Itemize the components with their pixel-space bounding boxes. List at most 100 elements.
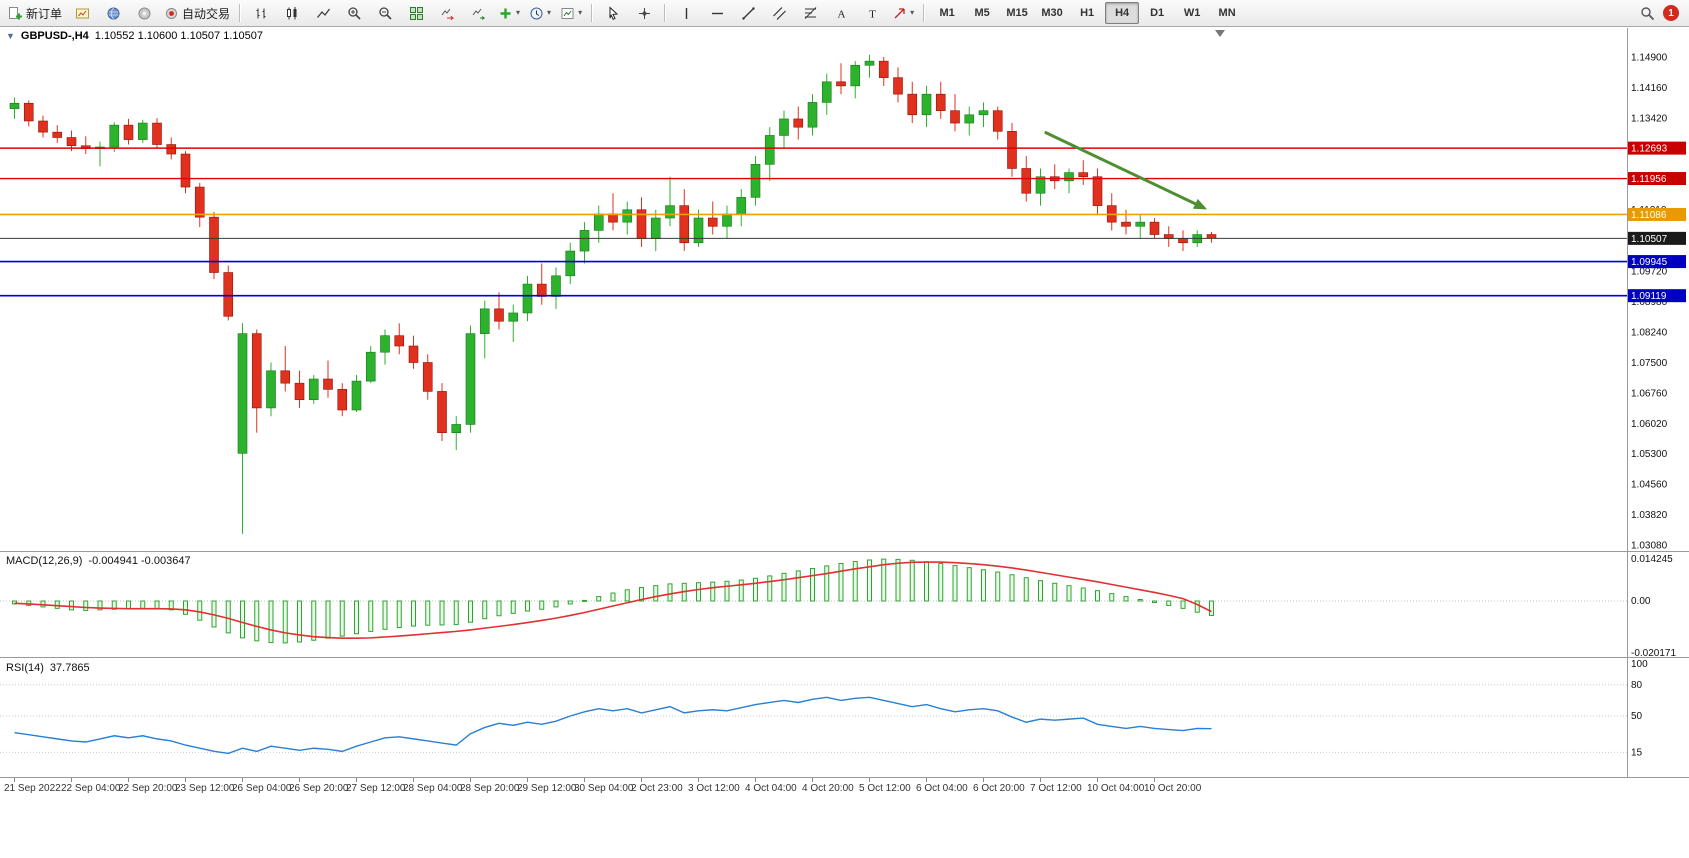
candle-body — [964, 114, 975, 124]
candle-body — [693, 217, 704, 244]
macd-bar — [168, 600, 174, 611]
macd-bar — [781, 572, 787, 602]
cursor-button[interactable] — [598, 1, 628, 25]
terminal-button[interactable] — [129, 1, 159, 25]
auto-scroll-button[interactable] — [432, 1, 462, 25]
timeframe-d1[interactable]: D1 — [1150, 7, 1165, 19]
price-badge-label: 1.12693 — [1631, 144, 1668, 155]
vertical-line-button[interactable] — [671, 1, 701, 25]
price-axis-label: 1.11950 — [1631, 174, 1667, 185]
candle-body — [508, 312, 519, 322]
price-badge: 1.09945 — [1628, 255, 1686, 269]
candlestick-chart-button[interactable] — [277, 1, 307, 25]
fibonacci-button[interactable] — [795, 1, 825, 25]
chart-shift-marker[interactable] — [1215, 30, 1225, 37]
autotrade-label: 自动交易 — [182, 6, 231, 21]
equidistant-channel-button[interactable] — [764, 1, 794, 25]
autotrade-button[interactable]: 自动交易 — [160, 1, 234, 25]
time-axis-label: 4 Oct 04:00 — [745, 783, 797, 794]
indicators-button[interactable]: ▾ — [494, 1, 524, 25]
bar-chart-button[interactable] — [246, 1, 276, 25]
macd-bar — [83, 600, 89, 611]
navigator-icon — [106, 6, 121, 21]
zoom-out-button[interactable] — [370, 1, 400, 25]
macd-bar — [1023, 577, 1029, 602]
price-axis-label: 1.06760 — [1631, 389, 1668, 400]
time-axis-label: 23 Sep 12:00 — [175, 783, 235, 794]
templates-button[interactable]: ▾ — [556, 1, 586, 25]
candle-body — [337, 389, 348, 411]
new-order-button[interactable]: 新订单 — [4, 1, 66, 25]
candle-body — [1178, 238, 1188, 244]
macd-bar — [1095, 590, 1100, 602]
line-chart-button[interactable] — [308, 1, 338, 25]
line-chart-icon — [316, 8, 330, 18]
timeframe-m1[interactable]: M1 — [939, 7, 955, 19]
candle-body — [280, 370, 291, 384]
tile-windows-button[interactable] — [401, 1, 431, 25]
candle-body — [1135, 221, 1146, 227]
crosshair-button[interactable] — [629, 1, 659, 25]
time-axis-label: 22 Sep 20:00 — [118, 783, 178, 794]
macd-signal-line — [14, 561, 1212, 639]
navigator-button[interactable] — [98, 1, 128, 25]
macd-bar — [1009, 574, 1015, 602]
macd-bar — [610, 592, 616, 602]
crosshair-icon — [638, 7, 650, 19]
price-axis[interactable]: 1.14900 1.14160 1.13420 1.12690 1.11950 1.112… — [1631, 53, 1668, 552]
horizontal-line-button[interactable] — [702, 1, 732, 25]
candle-body — [80, 145, 91, 149]
macd-bar — [924, 561, 929, 602]
timeframe-m15[interactable]: M15 — [1006, 7, 1028, 19]
one-click-trading-toggle[interactable]: ▼ — [6, 31, 15, 41]
macd-bar — [97, 600, 103, 611]
trendline-icon — [741, 6, 755, 20]
price-badge-label: 1.11086 — [1631, 210, 1667, 221]
market-watch-button[interactable] — [67, 1, 97, 25]
search-icon[interactable] — [1640, 6, 1655, 21]
candle-body — [1035, 176, 1046, 194]
macd-bar — [881, 558, 887, 602]
candle-body — [907, 93, 918, 116]
candle-body — [864, 60, 875, 66]
timeframe-mn[interactable]: MN — [1218, 7, 1236, 19]
macd-bar — [767, 575, 773, 602]
macd-title: MACD(12,26,9) — [6, 555, 83, 567]
price-badge: 1.11956 — [1628, 172, 1686, 186]
text-button[interactable]: A — [826, 1, 856, 25]
macd-bar — [724, 580, 730, 602]
chart-shift-button[interactable] — [463, 1, 493, 25]
time-axis-label: 29 Sep 12:00 — [517, 783, 577, 794]
timeframe-m5[interactable]: M5 — [974, 7, 990, 19]
bar-chart-icon — [256, 8, 266, 18]
macd-bar — [225, 600, 231, 634]
candle-body — [365, 351, 376, 382]
candle-body — [23, 102, 34, 122]
trendline-button[interactable] — [733, 1, 763, 25]
periods-button[interactable]: ▾ — [525, 1, 555, 25]
macd-header: MACD(12,26,9) -0.004941 -0.003647 — [6, 555, 191, 567]
macd-bar — [126, 600, 131, 610]
macd-bar — [54, 600, 60, 609]
candle-body — [152, 122, 162, 145]
zoom-in-button[interactable] — [339, 1, 369, 25]
timeframe-h1[interactable]: H1 — [1080, 7, 1095, 19]
candle-body — [764, 135, 775, 165]
macd-bar — [111, 600, 117, 610]
notification-badge[interactable]: 1 — [1663, 5, 1679, 21]
price-badge: 1.09119 — [1628, 289, 1686, 303]
price-badge: 1.10507 — [1628, 231, 1686, 245]
text-label-button[interactable]: T — [857, 1, 887, 25]
candle-body — [921, 93, 932, 116]
tile-windows-icon — [409, 6, 423, 20]
macd-bar — [952, 565, 958, 602]
trend-arrow[interactable] — [1044, 130, 1206, 210]
timeframe-h4[interactable]: H4 — [1105, 2, 1140, 24]
candle-body — [650, 217, 661, 239]
candle-body — [1192, 234, 1203, 244]
timeframe-w1[interactable]: W1 — [1183, 7, 1201, 19]
arrows-button[interactable]: ▾ — [888, 1, 918, 25]
timeframe-m30[interactable]: M30 — [1041, 7, 1063, 19]
